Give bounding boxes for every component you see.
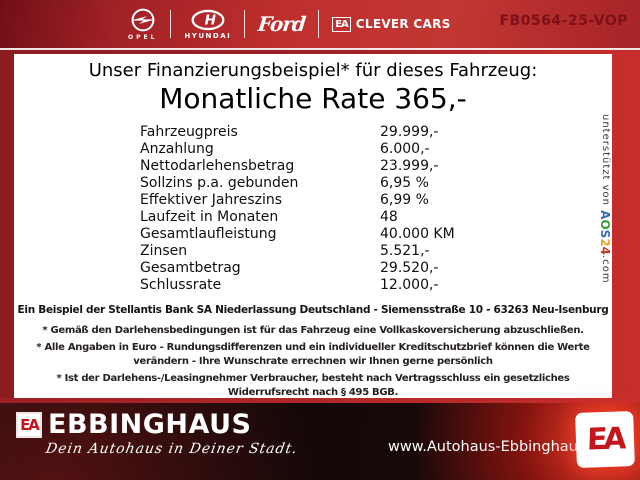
finance-sheet-frame: Unser Finanzierungsbeispiel* für dieses … <box>0 50 640 398</box>
row-label: Gesamtbetrag <box>140 260 241 276</box>
dealer-footer-bar: EA EBBINGHAUS Dein Autohaus in Deiner St… <box>0 403 640 480</box>
footer-divider-line <box>0 398 640 403</box>
ford-logo: Ford <box>256 12 307 36</box>
table-row: Anzahlung 6.000,- <box>140 141 612 158</box>
aos24-logo-letter: A <box>598 210 612 220</box>
table-row: Sollzins p.a. gebunden 6,95 % <box>140 175 612 192</box>
disclaimer-line: * Alle Angaben in Euro - Rundungsdiffere… <box>36 342 590 367</box>
row-value: 6,99 % <box>380 192 429 208</box>
row-label: Fahrzeugpreis <box>140 124 238 140</box>
ea-badge-letters: EA <box>586 421 624 458</box>
row-label: Effektiver Jahreszins <box>140 192 283 208</box>
row-label: Nettodarlehensbetrag <box>140 158 295 174</box>
opel-logo: OPEL <box>128 7 157 41</box>
aos24-logo-letter: O <box>598 219 612 230</box>
table-row: Nettodarlehensbetrag 23.999,- <box>140 158 612 175</box>
row-value: 48 <box>380 209 398 225</box>
offer-code: FB0564-25-VOP <box>499 13 628 29</box>
brand-divider <box>318 10 320 38</box>
clever-cars-wordmark: CLEVER CARS <box>355 17 451 31</box>
row-label: Zinsen <box>140 243 188 259</box>
row-value: 40.000 KM <box>380 226 455 242</box>
table-row: Zinsen 5.521,- <box>140 243 612 260</box>
row-value: 12.000,- <box>380 277 439 293</box>
aos24-logo-letter: 2 <box>598 238 612 247</box>
row-value: 29.999,- <box>380 124 439 140</box>
dealer-slogan: Dein Autohaus in Deiner Stadt. <box>44 441 300 457</box>
row-label: Sollzins p.a. gebunden <box>140 175 299 191</box>
table-row: Fahrzeugpreis 29.999,- <box>140 124 612 141</box>
brand-divider <box>244 10 246 38</box>
aos24-logo-letter: 4 <box>598 246 612 256</box>
opel-blitz-icon <box>130 7 156 33</box>
row-label: Anzahlung <box>140 141 214 157</box>
brand-logo-row: OPEL H HYUNDAI Ford EA CLEVER CARS <box>0 0 640 48</box>
svg-text:H: H <box>204 12 216 28</box>
hyundai-h-icon: H <box>191 9 225 31</box>
finance-sheet: Unser Finanzierungsbeispiel* für dieses … <box>14 54 612 398</box>
opel-wordmark: OPEL <box>128 34 158 41</box>
clever-cars-logo: EA CLEVER CARS <box>332 16 451 32</box>
disclaimer-line: * Ist der Darlehens-/Leasingnehmer Verbr… <box>56 373 570 398</box>
row-value: 23.999,- <box>380 158 439 174</box>
aos24-logo-letter: S <box>598 229 612 239</box>
bank-note: Ein Beispiel der Stellantis Bank SA Nied… <box>17 304 609 316</box>
monthly-rate-heading: Monatliche Rate 365,- <box>159 82 467 115</box>
supported-by-note: unterstützt von AOS24.com <box>598 114 612 284</box>
supported-by-prefix: unterstützt von <box>600 114 611 211</box>
hyundai-logo: H HYUNDAI <box>184 9 231 40</box>
top-separator-line <box>0 48 640 50</box>
row-label: Gesamtlaufleistung <box>140 226 277 242</box>
row-label: Schlussrate <box>140 277 222 293</box>
dealer-name: EBBINGHAUS <box>48 409 252 440</box>
ea-box-icon: EA <box>332 16 351 32</box>
ea-box-icon: EA <box>16 412 42 438</box>
supported-by-suffix: .com <box>600 255 611 284</box>
dealer-website-link[interactable]: www.Autohaus-Ebbinghaus.de <box>388 439 609 455</box>
finance-table: Fahrzeugpreis 29.999,- Anzahlung 6.000,-… <box>140 124 612 294</box>
disclaimer-line: * Gemäß den Darlehensbedingungen ist für… <box>42 325 584 336</box>
ea-badge-logo: EA <box>575 411 635 468</box>
row-value: 5.521,- <box>380 243 430 259</box>
ebbinghaus-logo: EA EBBINGHAUS Dein Autohaus in Deiner St… <box>16 409 300 457</box>
table-row: Laufzeit in Monaten 48 <box>140 209 612 226</box>
table-row: Schlussrate 12.000,- <box>140 277 612 294</box>
row-value: 6,95 % <box>380 175 429 191</box>
disclaimer-block: * Gemäß den Darlehensbedingungen ist für… <box>14 324 612 398</box>
row-value: 29.520,- <box>380 260 439 276</box>
table-row: Gesamtlaufleistung 40.000 KM <box>140 226 612 243</box>
row-label: Laufzeit in Monaten <box>140 209 279 225</box>
table-row: Gesamtbetrag 29.520,- <box>140 260 612 277</box>
brand-divider <box>170 10 172 38</box>
brand-top-bar: OPEL H HYUNDAI Ford EA CLEVER CARS FB056… <box>0 0 640 48</box>
row-value: 6.000,- <box>380 141 430 157</box>
hyundai-wordmark: HYUNDAI <box>184 31 232 40</box>
finance-heading: Unser Finanzierungsbeispiel* für dieses … <box>88 60 538 81</box>
table-row: Effektiver Jahreszins 6,99 % <box>140 192 612 209</box>
